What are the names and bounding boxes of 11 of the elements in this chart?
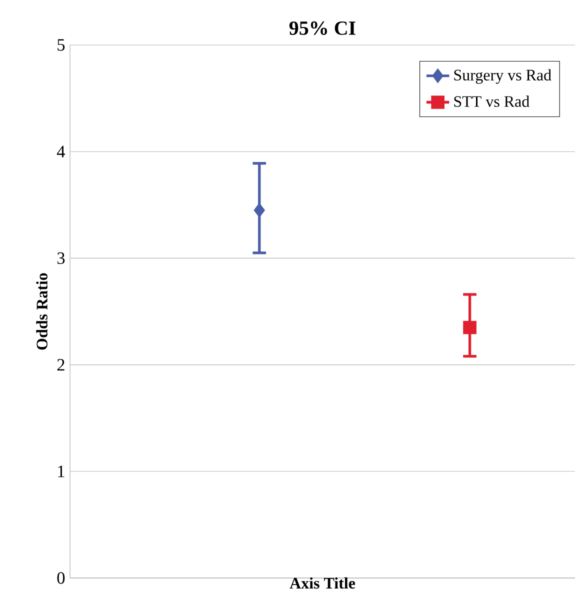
x-axis-title: Axis Title — [290, 577, 356, 589]
y-tick-label: 5 — [58, 39, 65, 51]
y-tick-label: 2 — [57, 359, 64, 371]
y-axis-title: Odds Ratio — [36, 273, 48, 350]
chart-title: 95% CI — [289, 21, 356, 35]
y-tick-label: 4 — [56, 146, 66, 158]
y-tick-label: 0 — [57, 572, 65, 584]
legend-label: Surgery vs Rad — [454, 69, 552, 84]
legend-label: STT vs Rad — [454, 96, 530, 107]
y-tick-label: 1 — [58, 466, 64, 478]
y-tick-label: 3 — [57, 252, 65, 264]
